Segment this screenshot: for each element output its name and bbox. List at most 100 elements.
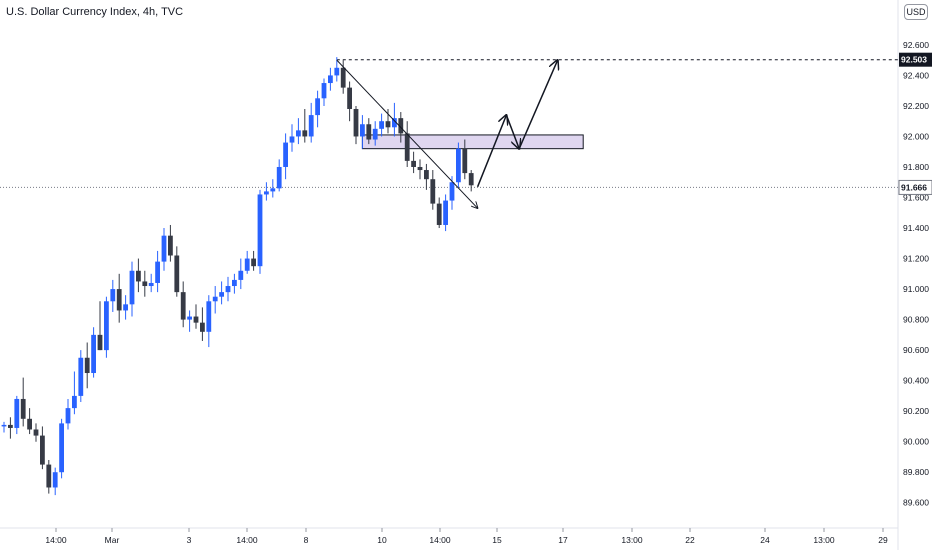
candle[interactable] xyxy=(289,124,295,152)
candle[interactable] xyxy=(180,281,186,328)
candle[interactable] xyxy=(334,57,340,82)
candle[interactable] xyxy=(296,118,301,145)
candle[interactable] xyxy=(52,467,58,496)
candle[interactable] xyxy=(168,224,173,262)
candle[interactable] xyxy=(84,342,90,389)
candle[interactable] xyxy=(308,102,314,143)
candle-body xyxy=(244,258,250,271)
candle[interactable] xyxy=(353,105,359,145)
candle[interactable] xyxy=(104,296,109,358)
candle[interactable] xyxy=(302,108,308,143)
price-tick-label: 90.000 xyxy=(903,437,929,447)
candle[interactable] xyxy=(116,273,122,323)
zone-rectangle[interactable] xyxy=(361,134,584,150)
candle-body xyxy=(398,118,404,134)
candle[interactable] xyxy=(257,189,263,274)
candle[interactable] xyxy=(174,246,180,297)
candle[interactable] xyxy=(436,197,442,229)
candle-body xyxy=(1,424,7,427)
candle[interactable] xyxy=(379,113,384,137)
projection-arrow[interactable] xyxy=(476,115,507,188)
candle[interactable] xyxy=(328,67,333,91)
candle[interactable] xyxy=(8,417,13,439)
candle[interactable] xyxy=(136,258,141,293)
candle[interactable] xyxy=(417,159,423,180)
candle[interactable] xyxy=(315,90,320,128)
level-price-label: 92.503 xyxy=(901,55,927,65)
candle[interactable] xyxy=(20,377,26,427)
candle[interactable] xyxy=(360,115,365,149)
candle[interactable] xyxy=(40,426,45,470)
candle[interactable] xyxy=(206,295,212,348)
candle[interactable] xyxy=(251,250,256,271)
candle[interactable] xyxy=(155,250,160,293)
candle[interactable] xyxy=(110,279,116,312)
candle[interactable] xyxy=(78,350,84,403)
time-axis[interactable]: 14:00 Mar 3 14:00 8 10 14:00 15 17 13:00 22 24 13:00… xyxy=(45,528,888,545)
candle[interactable] xyxy=(129,261,135,317)
candle-body xyxy=(52,472,58,488)
candle[interactable] xyxy=(123,295,128,320)
candle[interactable] xyxy=(91,327,96,378)
currency-button[interactable]: USD xyxy=(904,4,928,20)
candle[interactable] xyxy=(411,151,416,174)
drawings[interactable] xyxy=(336,59,558,208)
candle[interactable] xyxy=(456,142,461,189)
price-tick-label: 91.400 xyxy=(903,223,929,233)
candle[interactable] xyxy=(244,250,250,274)
candle[interactable] xyxy=(430,170,436,210)
candle[interactable] xyxy=(340,60,346,94)
projection-arrow[interactable] xyxy=(505,114,519,149)
trendline-arrow[interactable] xyxy=(336,59,478,208)
candle[interactable] xyxy=(366,118,372,145)
time-tick-label: 17 xyxy=(558,535,568,545)
time-tick-label: 3 xyxy=(187,535,192,545)
candle-body xyxy=(430,179,436,204)
candle[interactable] xyxy=(65,398,71,430)
resistance-zone[interactable] xyxy=(361,134,584,150)
candle[interactable] xyxy=(404,121,410,167)
candle[interactable] xyxy=(238,258,244,290)
candle[interactable] xyxy=(462,139,468,180)
candle[interactable] xyxy=(27,408,32,435)
candle[interactable] xyxy=(193,304,199,329)
candle[interactable] xyxy=(33,423,39,442)
candle[interactable] xyxy=(46,460,52,494)
candle[interactable] xyxy=(200,307,205,341)
candle[interactable] xyxy=(321,78,327,106)
candle-body xyxy=(353,108,359,137)
candle[interactable] xyxy=(1,421,7,433)
candle[interactable] xyxy=(97,301,103,351)
candle[interactable] xyxy=(424,163,429,190)
candle[interactable] xyxy=(161,228,167,271)
candle[interactable] xyxy=(148,273,154,293)
candle[interactable] xyxy=(187,310,192,332)
candle[interactable] xyxy=(443,194,448,232)
candle[interactable] xyxy=(232,273,237,294)
chart-title: U.S. Dollar Currency Index, 4h, TVC xyxy=(6,6,184,18)
candle[interactable] xyxy=(219,281,224,305)
candle-body xyxy=(219,292,224,297)
candle[interactable] xyxy=(392,102,397,137)
candle[interactable] xyxy=(468,170,474,192)
candle[interactable] xyxy=(225,276,231,302)
candle[interactable] xyxy=(14,395,20,435)
candle[interactable] xyxy=(347,81,352,122)
candle[interactable] xyxy=(59,418,64,479)
candle-body xyxy=(129,270,135,305)
candle[interactable] xyxy=(372,121,378,146)
candle[interactable] xyxy=(270,179,276,198)
candle[interactable] xyxy=(385,108,391,134)
level-annotation[interactable] xyxy=(0,59,898,188)
candle[interactable] xyxy=(142,270,148,297)
candle[interactable] xyxy=(72,371,77,415)
candle-body xyxy=(8,424,13,428)
candles[interactable] xyxy=(1,57,474,496)
price-axis[interactable]: 89.600 89.800 90.000 90.200 90.400 90.600 90.8… xyxy=(903,40,929,508)
candle[interactable] xyxy=(276,159,282,192)
candle[interactable] xyxy=(264,182,269,201)
projection-arrow[interactable] xyxy=(518,60,557,149)
candle[interactable] xyxy=(212,286,218,314)
candle[interactable] xyxy=(283,133,288,180)
